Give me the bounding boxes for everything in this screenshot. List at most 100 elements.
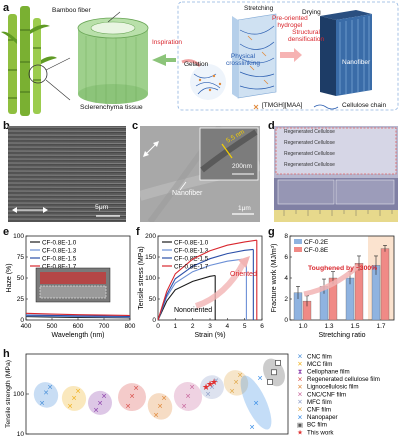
legend-label: CF-0.8E-1.0 (174, 239, 209, 246)
legend-label: CF-0.8E-1.7 (174, 263, 209, 270)
panel-f-label: f (136, 226, 140, 238)
data-point (271, 369, 277, 376)
legend-label: BC film (307, 422, 327, 429)
data-point: ✕ (157, 404, 163, 411)
x-tick-label: 3 (208, 323, 212, 330)
panel-g-label: g (268, 226, 275, 238)
scale-label-c: 1μm (238, 205, 251, 212)
stretching-label: Stretching (244, 5, 274, 12)
haze-chart: 400 500 600 700 800 0 25 50 75 100 Wavelength (nm)… (6, 233, 136, 339)
process-box (177, 1, 399, 111)
data-point: ✕ (237, 372, 243, 379)
bar (380, 248, 390, 321)
legend-label: Regenerated cellulose film (307, 376, 380, 383)
bamboo-illustration (1, 6, 71, 116)
y-tick-label: 0 (152, 317, 156, 324)
bamboo-fiber-label: Bamboo fiber (52, 7, 91, 14)
series-line (25, 312, 131, 317)
legend-label: CF-0.8E-1.5 (174, 255, 209, 262)
data-point (275, 359, 281, 366)
legend-swatch (294, 247, 302, 252)
data-point: ✕ (125, 404, 131, 411)
data-point: ★ (206, 379, 214, 389)
legend-label: CF-0.2E (304, 239, 329, 246)
legend-marker: ▣ (297, 422, 303, 429)
gel-cluster-illustration (190, 64, 226, 100)
x-tick-label: 400 (21, 323, 32, 330)
y-tick-label: 6 (284, 254, 288, 261)
data-point: ★ (202, 382, 210, 392)
legend-label: Nanopaper (307, 414, 338, 421)
gelation-arrow-icon (181, 59, 202, 68)
x-tick-label: 0 (156, 323, 160, 330)
y-axis-label: Tensile stress (MPa) (138, 246, 145, 309)
x-tick-label: 5 (243, 323, 247, 330)
data-point (267, 379, 273, 385)
fiber-cylinder-illustration (77, 11, 149, 104)
inset-photo-film (39, 285, 107, 299)
legend-label: This work (307, 429, 334, 436)
pre-oriented-label: Pre-oriented hydrogel (272, 15, 308, 29)
panel-c-label: c (132, 120, 139, 132)
data-point: ✕ (153, 412, 159, 419)
cluster-ellipse (223, 370, 249, 396)
series-line (157, 248, 254, 321)
data-point: ✕ (233, 379, 239, 386)
legend-label: CF-0.8E-1.0 (42, 239, 77, 246)
legend-ion-label: [TMGH][MAA] (262, 102, 303, 109)
nanofiber-label-c: Nanofiber (172, 190, 203, 197)
data-point: ✕ (213, 378, 219, 385)
data-point: ✕ (189, 384, 195, 391)
data-point: ✕ (43, 390, 49, 397)
drying-arrow-icon (280, 48, 302, 62)
tem-image-c (140, 126, 260, 222)
x-tick-label: 6 (260, 323, 264, 330)
y-tick-label: 50 (17, 275, 25, 282)
nanofiber-label-a: Nanofiber (342, 59, 371, 66)
data-point: ✕ (209, 384, 215, 391)
scale-label-b: 5μm (95, 204, 109, 211)
legend-marker: ★ (297, 429, 303, 437)
legend-label: CF-0.8E-1.3 (42, 247, 77, 254)
y-tick-label: 2 (284, 296, 288, 303)
data-point: ✕ (75, 388, 81, 395)
x-tick-label: 1 (174, 323, 178, 330)
panel-b-label: b (3, 120, 10, 132)
legend-ion-swatch (253, 104, 259, 110)
series-line (157, 239, 257, 321)
legend-label: CNC/CNF film (307, 391, 346, 398)
sem-image-b (8, 126, 126, 222)
panel-h-label: h (3, 348, 10, 360)
legend-marker: ✕ (297, 384, 302, 391)
cluster-ellipse (118, 383, 146, 412)
legend-chain-swatch (313, 104, 339, 110)
x-tick-label: 1.0 (298, 323, 307, 330)
y-tick-label: 8 (284, 233, 288, 240)
y-tick-label: 100 (145, 275, 156, 282)
legend-label: CF-0.8E-1.7 (42, 263, 77, 270)
cluster-ellipse (200, 375, 224, 400)
orientation-arrowhead-icon (238, 256, 250, 268)
series-line (25, 316, 131, 319)
orientation-arrow-icon (194, 260, 247, 309)
data-point: ✕ (67, 404, 73, 411)
data-point: ✕ (71, 395, 77, 402)
x-tick-label: 1.7 (376, 323, 385, 330)
oriented-label: Oriented (230, 271, 257, 278)
data-point: ✕ (181, 404, 187, 411)
data-point: ✕ (97, 400, 103, 407)
legend-label: Cellophane film (307, 369, 350, 376)
cluster-ellipse (61, 385, 87, 411)
y-tick-label: 150 (145, 254, 156, 261)
inspiration-arrow-icon (152, 54, 176, 66)
cluster-ellipse (240, 375, 272, 430)
data-point: ✕ (47, 384, 53, 391)
legend-marker: ✕ (297, 361, 302, 368)
legend-label: Lignocellulosic film (307, 384, 359, 391)
cluster-ellipse (87, 390, 113, 415)
data-point: ✕ (39, 400, 45, 407)
film-photo-inset (35, 267, 111, 303)
series-line (25, 315, 131, 318)
toughening-arrow-icon (303, 264, 360, 297)
